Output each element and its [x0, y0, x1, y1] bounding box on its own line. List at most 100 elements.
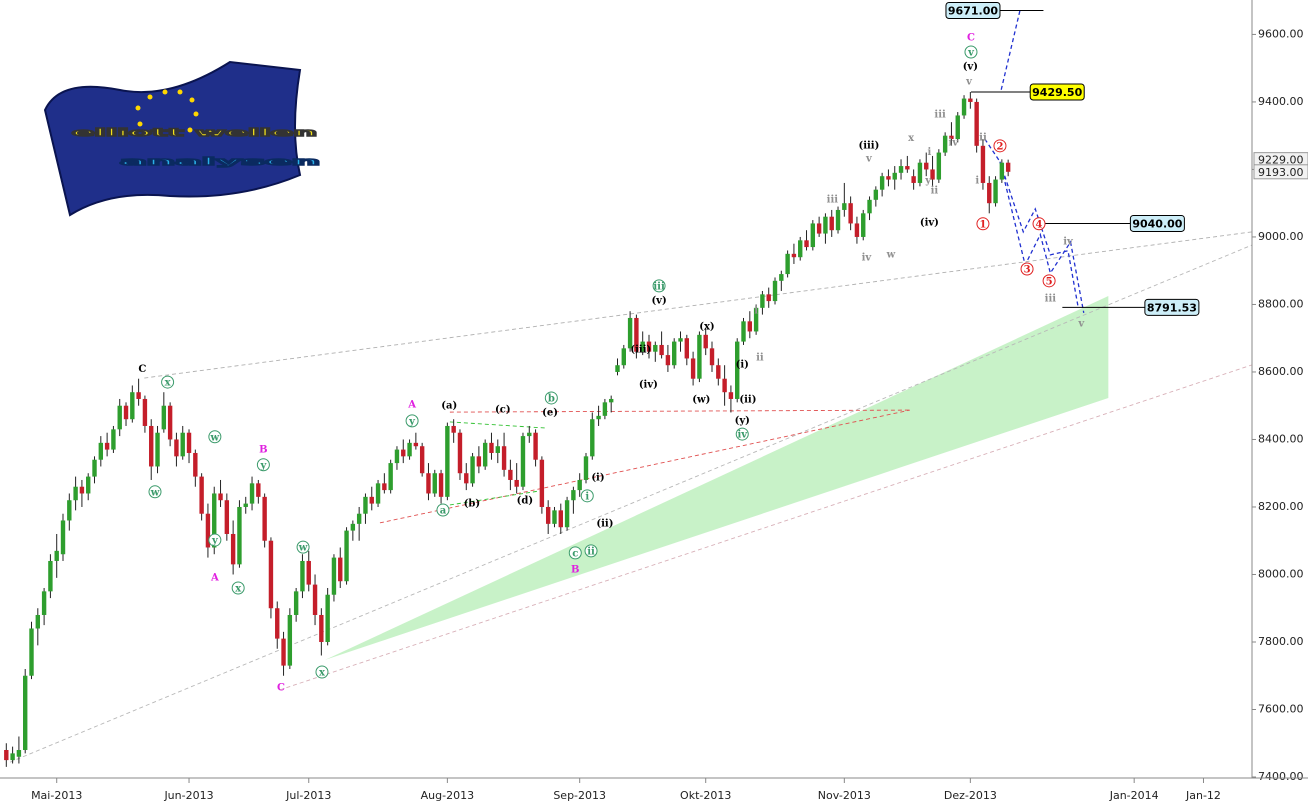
x-tick-label: Aug-2013 — [421, 789, 474, 802]
candle-body — [130, 392, 135, 420]
candle-body — [306, 560, 311, 585]
candle-body — [293, 591, 299, 615]
wave-label: w — [210, 432, 220, 443]
trend-line — [449, 489, 546, 506]
candle-body — [911, 176, 916, 183]
wave-circle — [1032, 217, 1046, 231]
wave-label: (c) — [495, 405, 511, 416]
y-tick-label: 8200.00 — [1258, 500, 1304, 513]
wave-circle — [1020, 262, 1034, 276]
candle-body — [646, 341, 652, 352]
candle-body — [798, 240, 803, 258]
candle-body — [924, 162, 929, 170]
wave-circle — [231, 581, 245, 595]
candle-body — [999, 162, 1005, 180]
candle-body — [709, 348, 715, 366]
candle-body — [627, 317, 633, 349]
candle-body — [10, 753, 15, 761]
wave-label: (y) — [735, 415, 750, 426]
candle-body — [438, 473, 444, 497]
candle-body — [564, 500, 570, 528]
candle-body — [716, 365, 721, 379]
candle-body — [558, 510, 563, 528]
wave-circle — [735, 427, 749, 441]
candle-body — [41, 591, 47, 615]
candle-body — [79, 486, 85, 494]
candle-body — [356, 513, 362, 524]
wave-label: (d) — [517, 495, 533, 506]
candle-body — [722, 378, 727, 393]
candle-body — [779, 274, 784, 281]
candle-body — [905, 166, 910, 170]
candle-body — [249, 483, 255, 504]
x-tick-label: Jun-2013 — [163, 789, 213, 802]
wave-circle — [544, 391, 558, 405]
wave-circle — [584, 544, 598, 558]
candle-body — [331, 557, 337, 595]
wave-circle — [161, 375, 175, 389]
candle-body — [539, 459, 545, 507]
candle-body — [92, 459, 97, 477]
wave-label: (x) — [699, 322, 714, 333]
candle-body — [312, 584, 318, 615]
candle-body — [218, 493, 223, 501]
candle-body — [961, 98, 967, 116]
trend-line — [449, 421, 546, 429]
y-tick-label: 8600.00 — [1258, 365, 1304, 378]
candle-body — [495, 446, 500, 453]
wave-label: ii — [979, 133, 987, 144]
trend-line — [144, 231, 1253, 379]
plot: 7400.00 7600.00 7800.00 8000.00 8200.00 8400.… — [4, 1, 1308, 802]
candle-body — [394, 449, 400, 464]
trend-line — [449, 409, 910, 413]
wave-label: C — [967, 32, 975, 43]
wave-circle — [568, 546, 582, 560]
candle-body — [275, 608, 280, 639]
wave-label: x — [319, 668, 326, 679]
candle-body — [930, 169, 935, 180]
wave-label: (v) — [963, 61, 978, 72]
wave-label: v — [865, 153, 873, 164]
wave-label: (b) — [464, 498, 480, 509]
wave-circle — [296, 540, 310, 554]
wave-label: B — [259, 444, 267, 455]
wave-label: B — [571, 565, 579, 576]
candle-body — [728, 392, 734, 399]
candle-body — [451, 425, 456, 433]
candle-body — [180, 432, 185, 457]
candle-body — [980, 145, 986, 183]
candle-body — [319, 614, 324, 642]
candle-body — [193, 452, 198, 477]
wave-label: 5 — [1046, 276, 1053, 287]
candle-body — [1005, 162, 1011, 172]
candle-body — [287, 614, 293, 666]
candle-body — [243, 503, 248, 507]
x-tick-label: Jan-12 — [1185, 789, 1221, 802]
candle-body — [508, 469, 513, 480]
candle-body — [16, 749, 22, 757]
wave-circle — [315, 665, 329, 679]
wave-label: C — [138, 364, 146, 375]
wave-label: (i) — [591, 472, 604, 483]
y-tick-label: 7800.00 — [1258, 635, 1304, 648]
wave-label: v — [1077, 319, 1085, 330]
trend-line — [1000, 9, 1021, 90]
candle-body — [583, 456, 589, 480]
candle-body — [98, 442, 104, 460]
level-box — [945, 1, 1001, 19]
wave-label: iii — [1045, 294, 1057, 305]
candle-body — [892, 172, 897, 180]
y-tick-label: 9400.00 — [1258, 95, 1304, 108]
candle-body — [268, 540, 274, 609]
candle-body — [155, 432, 160, 467]
wave-label: ii — [587, 546, 595, 557]
level-box — [1129, 214, 1185, 232]
candle-body — [237, 506, 242, 565]
wave-label: iv — [1063, 236, 1074, 247]
candle-body — [898, 166, 904, 173]
y-tick-label: 7400.00 — [1258, 770, 1304, 783]
y-tick-label: 8400.00 — [1258, 432, 1304, 445]
candle-body — [608, 398, 614, 403]
wave-circle — [436, 503, 450, 517]
